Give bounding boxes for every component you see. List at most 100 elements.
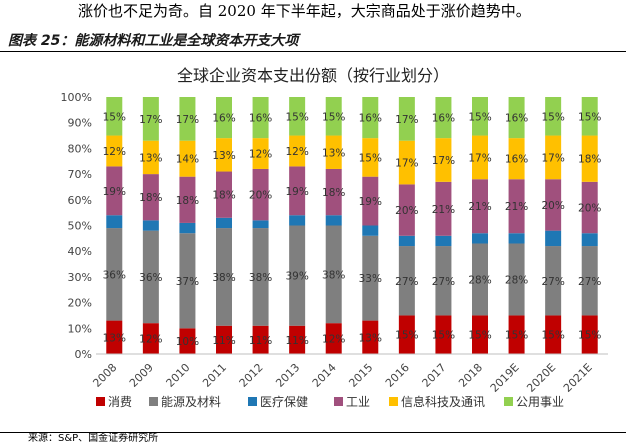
bar-segment — [398, 246, 415, 316]
figure-title-rule — [0, 51, 626, 52]
bar-segment — [325, 225, 342, 324]
data-label: 17% — [395, 114, 418, 126]
y-tick-label: 50% — [68, 220, 92, 233]
bar-segment — [216, 325, 232, 354]
bar-segment — [216, 97, 232, 139]
bar-segment — [362, 235, 379, 321]
data-label: 20% — [395, 205, 418, 217]
x-tick-label: 2012 — [237, 361, 266, 390]
data-label: 37% — [176, 276, 199, 288]
bar-segment — [216, 217, 232, 229]
data-label: 20% — [249, 190, 272, 202]
data-label: 27% — [541, 276, 564, 288]
legend-swatch — [96, 397, 105, 406]
data-label: 19% — [103, 186, 126, 198]
data-label: 15% — [578, 330, 601, 342]
data-label: 27% — [578, 276, 601, 288]
x-tick-label: 2013 — [273, 361, 302, 390]
data-label: 38% — [249, 272, 272, 284]
data-label: 17% — [432, 155, 455, 167]
data-label: 15% — [432, 330, 455, 342]
data-label: 36% — [139, 272, 162, 284]
y-tick-label: 0% — [75, 348, 92, 361]
bar-segment — [289, 215, 306, 226]
y-tick-label: 90% — [68, 117, 92, 130]
data-label: 21% — [432, 204, 455, 216]
bar-segment — [435, 235, 452, 247]
bar-segment — [106, 97, 123, 136]
bar-segment — [435, 246, 452, 316]
data-label: 39% — [285, 271, 308, 283]
data-label: 15% — [541, 111, 564, 123]
bar-segment — [581, 181, 598, 234]
data-label: 15% — [468, 111, 491, 123]
bar-segment — [179, 97, 196, 141]
bar-segment — [398, 235, 415, 247]
bar-segment — [252, 138, 269, 169]
bar-segment — [289, 225, 306, 326]
data-label: 14% — [176, 154, 199, 166]
bar-segment — [398, 140, 415, 185]
data-label: 38% — [322, 269, 345, 281]
bar-segment — [435, 315, 452, 354]
y-tick-label: 70% — [68, 168, 92, 181]
figure-title: 图表 25：能源材料和工业是全球资本开支大项 — [8, 33, 299, 49]
bar-segment — [472, 233, 488, 244]
bar-segment — [325, 323, 342, 354]
bar-segment — [216, 228, 232, 326]
x-tick-label: 2020E — [524, 361, 558, 395]
data-label: 16% — [505, 154, 528, 166]
bar-segment — [142, 323, 159, 354]
data-label: 12% — [103, 146, 126, 158]
data-label: 18% — [322, 187, 345, 199]
data-label: 15% — [359, 152, 382, 164]
x-tick-label: 2016 — [383, 361, 412, 390]
intro-text: 涨价也不足为奇。自 2020 年下半年起，大宗商品处于涨价趋势中。 — [78, 2, 531, 20]
data-label: 13% — [212, 150, 235, 162]
y-tick-label: 10% — [68, 322, 92, 335]
data-label: 33% — [359, 273, 382, 285]
y-tick-label: 40% — [68, 245, 92, 258]
data-label: 15% — [541, 330, 564, 342]
data-label: 21% — [505, 201, 528, 213]
bar-segment — [106, 228, 123, 321]
bar-segment — [289, 166, 306, 216]
x-tick-label: 2018 — [456, 361, 485, 390]
bar-segment — [325, 135, 342, 169]
bar-segment — [435, 138, 452, 182]
data-label: 16% — [432, 113, 455, 125]
data-label: 18% — [578, 154, 601, 166]
source-rule — [0, 432, 626, 433]
bar-segment — [106, 320, 123, 354]
data-label: 16% — [359, 113, 382, 125]
data-label: 17% — [468, 152, 491, 164]
bar-segment — [581, 315, 598, 354]
bar-segment — [179, 222, 196, 234]
bar-segment — [289, 97, 306, 136]
bar-segment — [216, 138, 232, 172]
bar-segment — [545, 246, 562, 316]
bar-segment — [179, 328, 196, 354]
x-tick-label: 2014 — [310, 361, 339, 390]
data-label: 18% — [212, 190, 235, 202]
bar-segment — [142, 174, 159, 221]
data-label: 12% — [139, 334, 162, 346]
bar-segment — [472, 97, 488, 136]
data-label: 20% — [578, 203, 601, 215]
bar-segment — [179, 140, 196, 177]
y-tick-label: 60% — [68, 194, 92, 207]
bar-segment — [508, 243, 525, 316]
bar-segment — [179, 233, 196, 329]
data-label: 15% — [468, 330, 491, 342]
x-tick-label: 2015 — [346, 361, 375, 390]
data-label: 13% — [322, 147, 345, 159]
legend-label: 消费 — [108, 395, 132, 409]
bar-segment — [545, 179, 562, 231]
bar-segment — [545, 315, 562, 354]
x-tick-label: 2021E — [561, 361, 595, 395]
legend-swatch — [389, 397, 398, 406]
data-label: 17% — [176, 114, 199, 126]
data-label: 28% — [505, 274, 528, 286]
data-label: 19% — [359, 196, 382, 208]
x-tick-label: 2019E — [488, 361, 522, 395]
